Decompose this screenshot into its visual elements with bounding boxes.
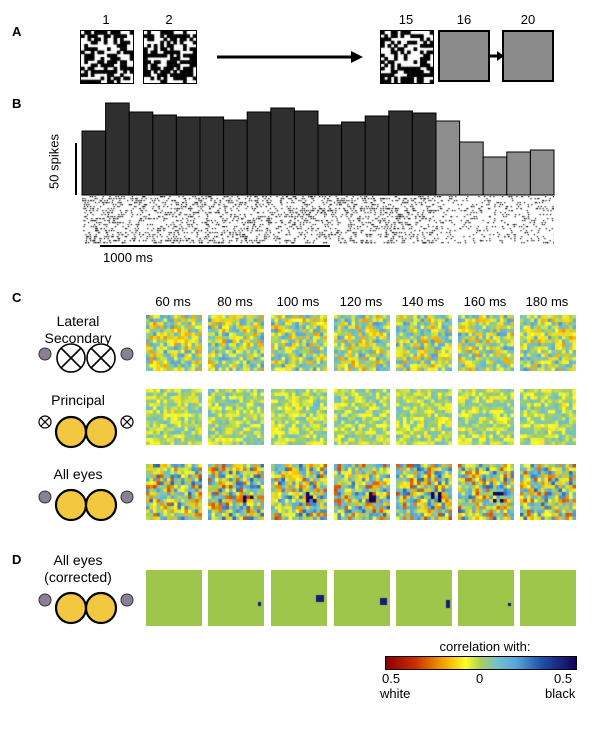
small-arrow: [490, 51, 504, 61]
time-label-120: 120 ms: [339, 294, 383, 309]
heatmap-row1-col4: [334, 315, 390, 371]
row-label-corrected: All eyes (corrected): [28, 552, 128, 586]
all-eyes-icon: [38, 488, 134, 522]
psth-bar-18: [482, 156, 508, 196]
heatmap-row1-col1: [146, 315, 202, 371]
heatmap-row2-col4: [334, 389, 390, 445]
heatmap-row2-col6: [458, 389, 514, 445]
corrected-heatmap-col5: [396, 570, 452, 626]
colorbar-min-value: 0.5: [382, 671, 401, 686]
heatmap-row2-col3: [271, 389, 327, 445]
psth-bar-12: [341, 121, 366, 196]
heatmap-row3-col6: [458, 464, 514, 520]
lateral-secondary-eyes-icon: [38, 343, 134, 373]
row-label-principal: Principal: [51, 392, 105, 408]
corrected-heatmap-col2: [208, 570, 264, 626]
principal-eyes-icon: [38, 415, 134, 449]
sequence-arrow: [217, 51, 363, 63]
row-label-all-eyes-d: All eyes: [53, 552, 103, 568]
corrected-heatmap-col7: [520, 570, 576, 626]
spike-raster: [82, 196, 554, 244]
heatmap-row3-col4: [334, 464, 390, 520]
psth-bar-1: [81, 130, 107, 196]
psth-bar-17: [459, 141, 484, 196]
heatmap-row3-col7: [520, 464, 576, 520]
row-label-all-eyes: All eyes: [53, 466, 103, 482]
psth-bar-14: [388, 110, 413, 196]
heatmap-row2-col5: [396, 389, 452, 445]
psth-bar-6: [199, 116, 225, 196]
psth-ylabel: 50 spikes: [46, 134, 62, 189]
psth-chart: [75, 102, 555, 196]
colorbar-min-label: white: [380, 686, 411, 701]
noise-frame-1: [80, 30, 134, 84]
frame-label-20: 20: [520, 12, 536, 27]
time-scale-bar: [100, 245, 330, 247]
panel-b-letter: B: [12, 96, 22, 111]
colorbar-title: correlation with:: [439, 639, 531, 654]
frame-label-16: 16: [456, 12, 472, 27]
psth-bar-19: [506, 151, 531, 196]
colorbar-max-value: 0.5: [554, 671, 573, 686]
heatmap-row1-col5: [396, 315, 452, 371]
row-label-secondary: Secondary: [44, 330, 112, 346]
psth-bar-4: [152, 114, 177, 196]
psth-bar-7: [223, 119, 248, 196]
heatmap-row3-col2: [208, 464, 264, 520]
heatmap-row1-col6: [458, 315, 514, 371]
noise-frame-15: [380, 30, 434, 84]
time-label-80: 80 ms: [217, 294, 253, 309]
psth-bar-3: [128, 111, 154, 196]
panel-c-letter: C: [12, 290, 22, 305]
gray-frame-16: [438, 30, 490, 82]
heatmap-row1-col3: [271, 315, 327, 371]
corrected-heatmap-col6: [458, 570, 514, 626]
heatmap-row2-col7: [520, 389, 576, 445]
psth-bar-8: [246, 111, 272, 196]
time-scale-label: 1000 ms: [103, 250, 153, 265]
noise-frame-2: [143, 30, 197, 84]
colorbar: [385, 656, 577, 670]
heatmap-row3-col1: [146, 464, 202, 520]
time-label-180: 180 ms: [525, 294, 569, 309]
corrected-eyes-icon: [38, 591, 134, 625]
panel-d-letter: D: [12, 552, 22, 567]
psth-bar-5: [175, 116, 201, 196]
corrected-heatmap-col1: [146, 570, 202, 626]
psth-bar-13: [364, 115, 390, 196]
row-label-lateral: Lateral: [56, 313, 100, 329]
row-label-corrected-sub: (corrected): [44, 569, 112, 585]
heatmap-row1-col7: [520, 315, 576, 371]
panel-a-letter: A: [12, 24, 22, 39]
heatmap-row2-col1: [146, 389, 202, 445]
heatmap-row3-col5: [396, 464, 452, 520]
heatmap-row3-col3: [271, 464, 327, 520]
heatmap-row2-col2: [208, 389, 264, 445]
frame-label-1: 1: [102, 12, 110, 27]
frame-label-2: 2: [165, 12, 173, 27]
colorbar-mid-value: 0: [476, 671, 484, 686]
ylabel-wrapper: 50 spikes: [42, 128, 66, 198]
psth-bar-2: [105, 102, 130, 196]
psth-bar-15: [411, 112, 437, 196]
psth-bar-9: [270, 107, 295, 196]
gray-frame-20: [502, 30, 554, 82]
corrected-heatmap-col4: [334, 570, 390, 626]
time-label-60: 60 ms: [155, 294, 191, 309]
corrected-heatmap-col3: [271, 570, 327, 626]
psth-bar-11: [317, 124, 343, 196]
psth-bar-10: [293, 110, 319, 196]
time-label-100: 100 ms: [276, 294, 320, 309]
row-label-lateral-secondary: Lateral Secondary: [28, 313, 128, 347]
psth-bar-20: [529, 149, 555, 196]
frame-label-15: 15: [398, 12, 414, 27]
time-label-140: 140 ms: [401, 294, 445, 309]
time-label-160: 160 ms: [463, 294, 507, 309]
colorbar-max-label: black: [545, 686, 576, 701]
psth-bar-16: [435, 120, 461, 196]
heatmap-row1-col2: [208, 315, 264, 371]
